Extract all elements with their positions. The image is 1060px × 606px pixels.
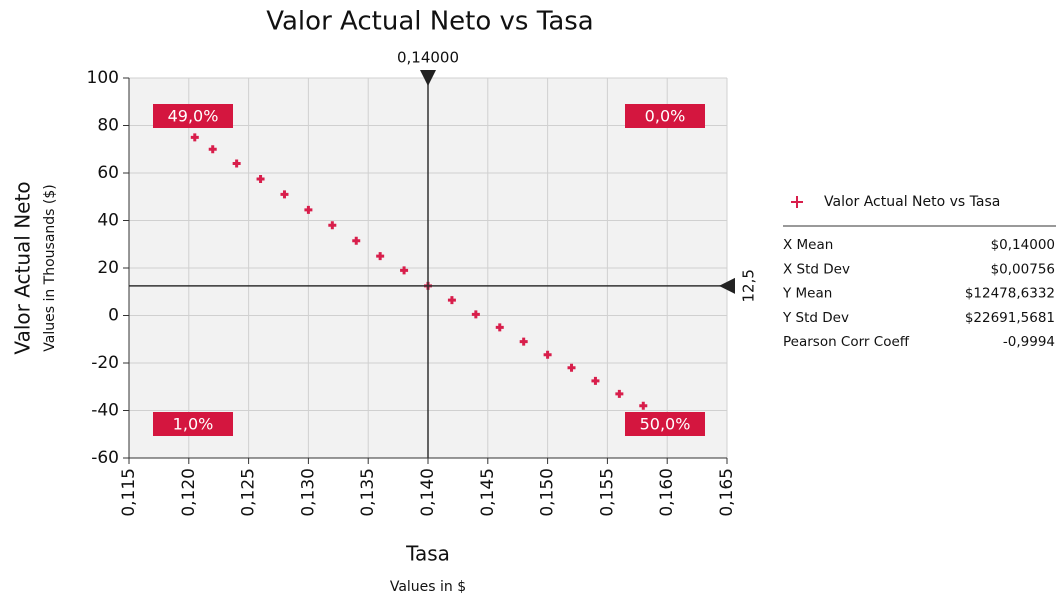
legend-marker [791, 196, 803, 208]
stat-label: Pearson Corr Coeff [783, 334, 910, 350]
x-axis-label: Tasa [405, 542, 450, 566]
x-tick-label: 0,165 [717, 468, 737, 517]
chart-title: Valor Actual Neto vs Tasa [266, 7, 594, 37]
stat-label: X Std Dev [783, 261, 850, 277]
y-tick-label: 80 [97, 116, 119, 136]
y-tick-label: -60 [91, 448, 119, 468]
stat-label: Y Std Dev [782, 310, 849, 326]
scatter-point [495, 323, 504, 332]
stat-label: X Mean [783, 237, 833, 253]
x-tick-label: 0,125 [239, 468, 259, 517]
scatter-point [639, 401, 648, 410]
scatter-point [328, 221, 337, 230]
y-tick-label: 0 [108, 306, 119, 326]
x-tick-label: 0,135 [358, 468, 378, 517]
y-tick-label: -20 [91, 353, 119, 373]
stat-value: $0,14000 [991, 237, 1055, 253]
quadrant-box [153, 412, 233, 436]
scatter-point [352, 236, 361, 245]
scatter-point [471, 310, 480, 319]
quadrant-box [625, 412, 705, 436]
y-tick-label: 20 [97, 258, 119, 278]
scatter-point [615, 389, 624, 398]
crosshair-y-label: 12,5 [740, 269, 758, 302]
x-tick-label: 0,130 [298, 468, 318, 517]
quadrant-box [153, 104, 233, 128]
crosshair-x-label: 0,14000 [397, 49, 459, 67]
scatter-point [519, 337, 528, 346]
x-tick-label: 0,115 [119, 468, 139, 517]
scatter-point [208, 145, 217, 154]
scatter-point [256, 174, 265, 183]
y-tick-label: -40 [91, 401, 119, 421]
legend-label: Valor Actual Neto vs Tasa [824, 194, 1000, 210]
stat-value: -0,9994 [1003, 334, 1055, 350]
scatter-point [280, 190, 289, 199]
quadrant-label: 1,0% [173, 415, 214, 434]
x-tick-label: 0,160 [657, 468, 677, 517]
x-tick-label: 0,150 [538, 468, 558, 517]
quadrant-box [625, 104, 705, 128]
stat-label: Y Mean [782, 286, 832, 302]
scatter-point [400, 266, 409, 275]
y-axis-subtitle: Values in Thousands ($) [42, 184, 58, 351]
quadrant-label: 49,0% [168, 107, 219, 126]
x-tick-label: 0,140 [418, 468, 438, 517]
x-tick-label: 0,145 [478, 468, 498, 517]
scatter-point [591, 376, 600, 385]
scatter-point [376, 252, 385, 261]
stat-value: $0,00756 [991, 261, 1055, 277]
y-tick-label: 40 [97, 211, 119, 231]
scatter-point [232, 159, 241, 168]
x-tick-label: 0,155 [597, 468, 617, 517]
y-tick-label: 100 [87, 68, 119, 88]
stat-value: $22691,5681 [965, 310, 1055, 326]
scatter-point [190, 133, 199, 142]
stat-value: $12478,6332 [965, 286, 1055, 302]
scatter-point [543, 350, 552, 359]
quadrant-label: 0,0% [645, 107, 686, 126]
scatter-point [567, 363, 576, 372]
crosshair-x-handle [420, 70, 436, 86]
crosshair-y-handle [719, 277, 735, 294]
quadrant-label: 50,0% [640, 415, 691, 434]
scatter-point [447, 296, 456, 305]
x-axis-subtitle: Values in $ [390, 579, 466, 595]
x-tick-label: 0,120 [179, 468, 199, 517]
y-axis-label: Valor Actual Neto [11, 181, 35, 354]
scatter-point [304, 205, 313, 214]
y-tick-label: 60 [97, 163, 119, 183]
